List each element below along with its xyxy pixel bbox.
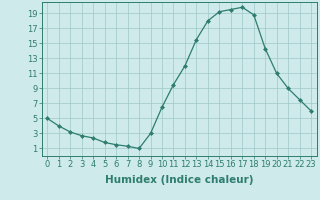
X-axis label: Humidex (Indice chaleur): Humidex (Indice chaleur): [105, 175, 253, 185]
